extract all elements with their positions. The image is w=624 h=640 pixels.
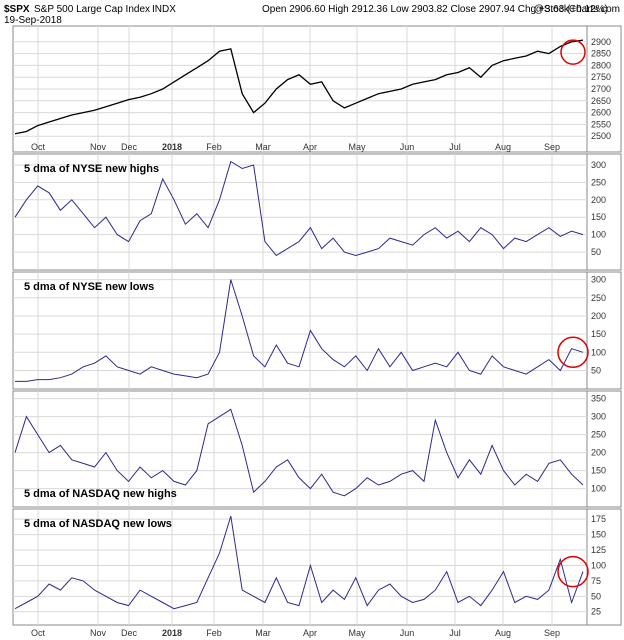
x-axis: Oct Nov Dec 2018 Feb Mar Apr May Jun Jul Aug Sep Oct… <box>31 142 560 638</box>
chart-name: S&P 500 Large Cap Index <box>34 4 150 15</box>
y-tick-label: 2750 <box>591 72 611 82</box>
chart-date: 19-Sep-2018 <box>4 15 62 26</box>
x-tick-label: Jul <box>449 628 461 638</box>
highlight-circle <box>557 555 589 588</box>
chart-exchange: INDX <box>152 4 176 15</box>
chart-panel-5: 25 50 75 100 125 150 175 5 dma of NASDAQ new lo… <box>12 508 622 626</box>
y-tick-label: 2550 <box>591 119 611 129</box>
y-tick-label: 25 <box>591 607 601 617</box>
x-tick-label-top: Aug <box>495 142 511 152</box>
x-tick-label-top: 2018 <box>162 142 182 152</box>
y-tick-label: 2900 <box>591 37 611 47</box>
panel-title: 5 dma of NASDAQ new highs <box>24 488 177 500</box>
y-tick-label: 300 <box>591 160 606 170</box>
panel-frame <box>12 271 622 390</box>
y-tick-label: 150 <box>591 329 606 339</box>
y-tick-label: 2850 <box>591 49 611 59</box>
price-series-line <box>14 39 584 135</box>
chart-panel-2: 50 100 150 200 250 300 5 dma of NYSE new highs <box>12 153 622 271</box>
series-line <box>14 408 584 497</box>
y-tick-label: 100 <box>591 230 606 240</box>
x-tick-label-top: Oct <box>31 142 46 152</box>
x-tick-label: Oct <box>31 628 46 638</box>
chart-symbol: $SPX <box>4 4 30 15</box>
chart-panel-3: 50 100 150 200 250 300 5 dma of NYSE new lows <box>12 271 622 390</box>
y-tick-label: 175 <box>591 514 606 524</box>
y-tick-label: 350 <box>591 394 606 404</box>
x-tick-label-top: Jun <box>400 142 415 152</box>
x-tick-label-top: Nov <box>90 142 107 152</box>
y-tick-label: 300 <box>591 275 606 285</box>
x-tick-label: Sep <box>544 628 560 638</box>
panel-title: 5 dma of NYSE new highs <box>24 163 159 175</box>
x-tick-label-top: Dec <box>121 142 138 152</box>
y-tick-label: 50 <box>591 591 601 601</box>
x-tick-label-top: Feb <box>206 142 222 152</box>
y-tick-label: 100 <box>591 347 606 357</box>
y-tick-label: 250 <box>591 430 606 440</box>
x-tick-label: 2018 <box>162 628 182 638</box>
highlight-circle <box>557 336 589 369</box>
x-tick-label-top: Apr <box>303 142 317 152</box>
x-tick-label: Dec <box>121 628 138 638</box>
x-tick-label: Nov <box>90 628 107 638</box>
x-tick-label-top: May <box>348 142 366 152</box>
chart-panel-4: 100 150 200 250 300 350 5 dma of NASDAQ new hi… <box>12 390 622 508</box>
y-tick-label: 150 <box>591 466 606 476</box>
y-tick-label: 125 <box>591 545 606 555</box>
x-tick-label: Jun <box>400 628 415 638</box>
y-tick-label: 2500 <box>591 131 611 141</box>
y-tick-label: 150 <box>591 530 606 540</box>
y-tick-label: 50 <box>591 247 601 257</box>
y-tick-label: 200 <box>591 195 606 205</box>
y-tick-label: 200 <box>591 448 606 458</box>
series-line <box>14 515 584 610</box>
y-tick-label: 100 <box>591 560 606 570</box>
y-tick-label: 2800 <box>591 60 611 70</box>
y-tick-label: 2700 <box>591 84 611 94</box>
x-tick-label: Aug <box>495 628 511 638</box>
x-tick-label-top: Sep <box>544 142 560 152</box>
panel-title: 5 dma of NYSE new lows <box>24 281 154 293</box>
series-line <box>15 279 584 382</box>
x-tick-label: Mar <box>255 628 271 638</box>
y-tick-label: 50 <box>591 365 601 375</box>
y-tick-label: 250 <box>591 177 606 187</box>
x-tick-label: Apr <box>303 628 317 638</box>
chart-panels: 2500255026002650270027502800285029005010… <box>12 25 622 626</box>
panel-frame <box>12 153 622 271</box>
panel-title: 5 dma of NASDAQ new lows <box>24 518 172 530</box>
x-tick-label-top: Jul <box>449 142 461 152</box>
x-tick-label-top: Mar <box>255 142 271 152</box>
x-tick-label: Feb <box>206 628 222 638</box>
y-tick-label: 2600 <box>591 108 611 118</box>
y-tick-label: 250 <box>591 293 606 303</box>
y-tick-label: 200 <box>591 311 606 321</box>
y-tick-label: 75 <box>591 576 601 586</box>
y-tick-label: 150 <box>591 212 606 222</box>
series-line <box>14 160 584 257</box>
y-tick-label: 100 <box>591 484 606 494</box>
chart-credit: @StockCharts.com <box>534 4 620 15</box>
x-tick-label: May <box>348 628 366 638</box>
panel-frame <box>12 508 622 626</box>
highlight-circle <box>560 39 586 65</box>
y-tick-label: 2650 <box>591 96 611 106</box>
y-tick-label: 300 <box>591 412 606 422</box>
panel-frame <box>12 390 622 508</box>
chart-ohlc: Open 2906.60 High 2912.36 Low 2903.82 Cl… <box>262 4 608 15</box>
